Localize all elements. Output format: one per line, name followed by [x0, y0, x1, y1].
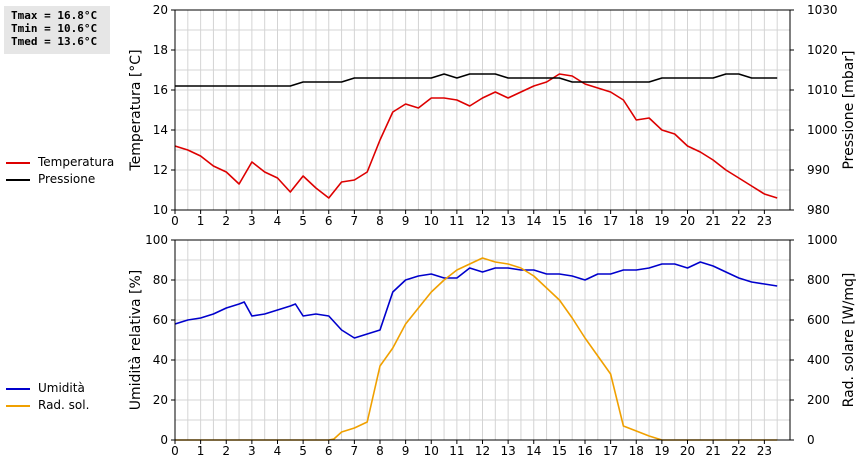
tmin-text: Tmin = 10.6°C	[11, 22, 98, 35]
top-y-tick-label: 14	[153, 123, 168, 137]
top-x-tick-label: 4	[274, 214, 282, 228]
bottom-series-line-0	[174, 261, 778, 339]
top-x-tick-label: 9	[402, 214, 410, 228]
top-y2-axis-title: Pressione [mbar]	[841, 50, 857, 169]
top-series-line-1	[175, 73, 778, 87]
top-x-tick-label: 17	[603, 214, 618, 228]
bottom-y2-tick-label: 600	[807, 313, 830, 327]
bottom-y2-tick-label: 1000	[807, 233, 838, 247]
bottom-x-tick-label: 11	[449, 444, 464, 458]
tmax-text: Tmax = 16.8°C	[11, 9, 98, 22]
bottom-x-tick-label: 2	[222, 444, 230, 458]
top-y-tick-label: 20	[153, 3, 168, 17]
bottom-x-tick-label: 0	[171, 444, 179, 458]
top-x-tick-label: 3	[248, 214, 256, 228]
top-x-tick-label: 6	[325, 214, 333, 228]
top-x-tick-label: 7	[351, 214, 359, 228]
bottom-x-tick-label: 9	[402, 444, 410, 458]
top-y2-tick-label: 1000	[807, 123, 838, 137]
legend-label-pressione: Pressione	[38, 172, 96, 186]
top-y2-tick-label: 980	[807, 203, 830, 217]
top-y-tick-label: 10	[153, 203, 168, 217]
bottom-x-tick-label: 17	[603, 444, 618, 458]
top-x-tick-label: 12	[475, 214, 490, 228]
bottom-x-tick-label: 3	[248, 444, 256, 458]
tmed-text: Tmed = 13.6°C	[11, 35, 98, 48]
bottom-x-tick-label: 5	[299, 444, 307, 458]
top-x-tick-label: 5	[299, 214, 307, 228]
top-y-axis-title: Temperatura [°C]	[128, 49, 144, 171]
bottom-x-tick-label: 16	[577, 444, 592, 458]
bottom-x-tick-label: 14	[526, 444, 541, 458]
top-x-tick-label: 15	[552, 214, 567, 228]
bottom-x-tick-label: 6	[325, 444, 333, 458]
top-x-tick-label: 19	[654, 214, 669, 228]
legend-label-temperatura: Temperatura	[38, 155, 115, 169]
bottom-y-tick-label: 40	[153, 353, 168, 367]
top-x-tick-label: 20	[680, 214, 695, 228]
top-y-tick-label: 12	[153, 163, 168, 177]
bottom-x-tick-label: 4	[274, 444, 282, 458]
bottom-y2-tick-label: 0	[807, 433, 815, 447]
legend-label-umidita: Umidità	[38, 381, 85, 395]
bottom-x-tick-label: 15	[552, 444, 567, 458]
bottom-x-tick-label: 21	[705, 444, 720, 458]
top-x-tick-label: 2	[222, 214, 230, 228]
bottom-y-tick-label: 100	[145, 233, 168, 247]
top-x-tick-label: 10	[424, 214, 439, 228]
bottom-y2-tick-label: 800	[807, 273, 830, 287]
bottom-y2-tick-label: 200	[807, 393, 830, 407]
top-x-tick-label: 14	[526, 214, 541, 228]
bottom-x-tick-label: 22	[731, 444, 746, 458]
bottom-y2-tick-label: 400	[807, 353, 830, 367]
legend-label-radsol: Rad. sol.	[38, 398, 90, 412]
top-y2-tick-label: 1020	[807, 43, 838, 57]
legend-swatch-pressione	[6, 179, 30, 181]
bottom-x-tick-label: 7	[351, 444, 359, 458]
bottom-y-tick-label: 20	[153, 393, 168, 407]
top-y2-tick-label: 990	[807, 163, 830, 177]
bottom-x-tick-label: 19	[654, 444, 669, 458]
bottom-y-tick-label: 60	[153, 313, 168, 327]
top-x-tick-label: 11	[449, 214, 464, 228]
top-y2-tick-label: 1010	[807, 83, 838, 97]
stats-box: Tmax = 16.8°C Tmin = 10.6°C Tmed = 13.6°…	[4, 6, 110, 54]
legend-swatch-radsol	[6, 405, 30, 407]
top-x-tick-label: 18	[629, 214, 644, 228]
top-x-tick-label: 1	[197, 214, 205, 228]
bottom-series-line-1	[175, 257, 778, 441]
top-y2-tick-label: 1030	[807, 3, 838, 17]
bottom-y-tick-label: 0	[160, 433, 168, 447]
bottom-x-tick-label: 12	[475, 444, 490, 458]
bottom-x-tick-label: 13	[500, 444, 515, 458]
bottom-x-tick-label: 20	[680, 444, 695, 458]
top-x-tick-label: 22	[731, 214, 746, 228]
top-x-tick-label: 0	[171, 214, 179, 228]
bottom-x-tick-label: 8	[376, 444, 384, 458]
bottom-y2-axis-title: Rad. solare [W/mq]	[841, 273, 857, 408]
bottom-x-tick-label: 10	[424, 444, 439, 458]
top-y-tick-label: 16	[153, 83, 168, 97]
top-x-tick-label: 16	[577, 214, 592, 228]
legend-swatch-temperatura	[6, 162, 30, 164]
bottom-x-tick-label: 23	[757, 444, 772, 458]
top-y-tick-label: 18	[153, 43, 168, 57]
top-series-line-0	[174, 73, 778, 199]
top-x-tick-label: 23	[757, 214, 772, 228]
legend-swatch-umidita	[6, 388, 30, 390]
bottom-x-tick-label: 1	[197, 444, 205, 458]
top-x-tick-label: 8	[376, 214, 384, 228]
bottom-y-axis-title: Umidità relativa [%]	[128, 270, 144, 411]
top-x-tick-label: 21	[705, 214, 720, 228]
bottom-y-tick-label: 80	[153, 273, 168, 287]
top-x-tick-label: 13	[500, 214, 515, 228]
bottom-x-tick-label: 18	[629, 444, 644, 458]
